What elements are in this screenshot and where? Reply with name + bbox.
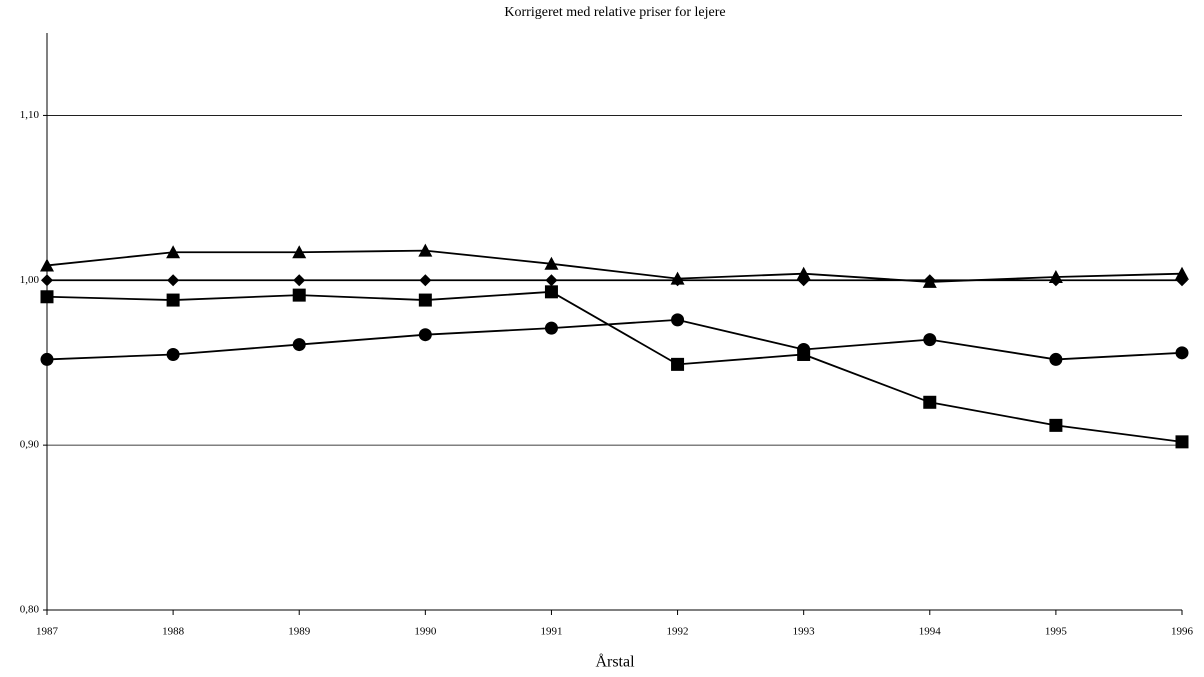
marker — [545, 274, 558, 287]
marker — [544, 321, 558, 335]
x-axis-label: Årstal — [595, 653, 635, 671]
y-tick-label: 1,00 — [20, 274, 40, 286]
marker — [1049, 352, 1063, 366]
marker — [418, 243, 433, 257]
x-tick-label: 1987 — [36, 626, 59, 638]
marker — [292, 288, 306, 302]
marker — [166, 245, 181, 259]
x-tick-label: 1996 — [1171, 626, 1194, 638]
marker — [418, 293, 432, 307]
y-tick-label: 0,90 — [20, 439, 40, 451]
marker — [797, 343, 811, 357]
x-tick-label: 1995 — [1045, 626, 1068, 638]
x-tick-label: 1994 — [919, 626, 942, 638]
y-tick-label: 1,10 — [20, 109, 40, 121]
marker — [166, 347, 180, 361]
marker — [292, 338, 306, 352]
x-tick-label: 1992 — [667, 626, 689, 638]
marker — [40, 352, 54, 366]
marker — [40, 290, 54, 304]
marker — [292, 245, 307, 259]
marker — [923, 395, 937, 409]
series-line — [46, 290, 1183, 443]
y-tick-label: 0,80 — [20, 604, 40, 616]
marker — [544, 256, 559, 270]
x-tick-label: 1993 — [793, 626, 816, 638]
series-line — [46, 318, 1183, 361]
marker — [166, 293, 180, 307]
marker — [40, 258, 54, 272]
marker — [923, 333, 937, 347]
marker — [671, 357, 685, 371]
x-tick-label: 1989 — [288, 626, 311, 638]
marker — [670, 271, 685, 285]
marker — [293, 274, 306, 287]
marker — [418, 328, 432, 342]
series-line — [46, 249, 1183, 283]
marker — [419, 274, 432, 287]
marker — [41, 274, 53, 287]
marker — [1048, 269, 1063, 283]
marker — [671, 313, 685, 327]
marker — [1049, 418, 1063, 432]
x-tick-label: 1991 — [540, 626, 562, 638]
chart-title: Korrigeret med relative priser for lejer… — [504, 5, 725, 20]
marker — [544, 285, 558, 299]
marker — [796, 266, 811, 280]
marker — [1175, 346, 1189, 360]
x-tick-label: 1990 — [414, 626, 437, 638]
marker — [1175, 266, 1189, 280]
marker — [167, 274, 180, 287]
marker — [922, 274, 937, 288]
marker — [1175, 435, 1189, 449]
x-tick-label: 1988 — [162, 626, 185, 638]
